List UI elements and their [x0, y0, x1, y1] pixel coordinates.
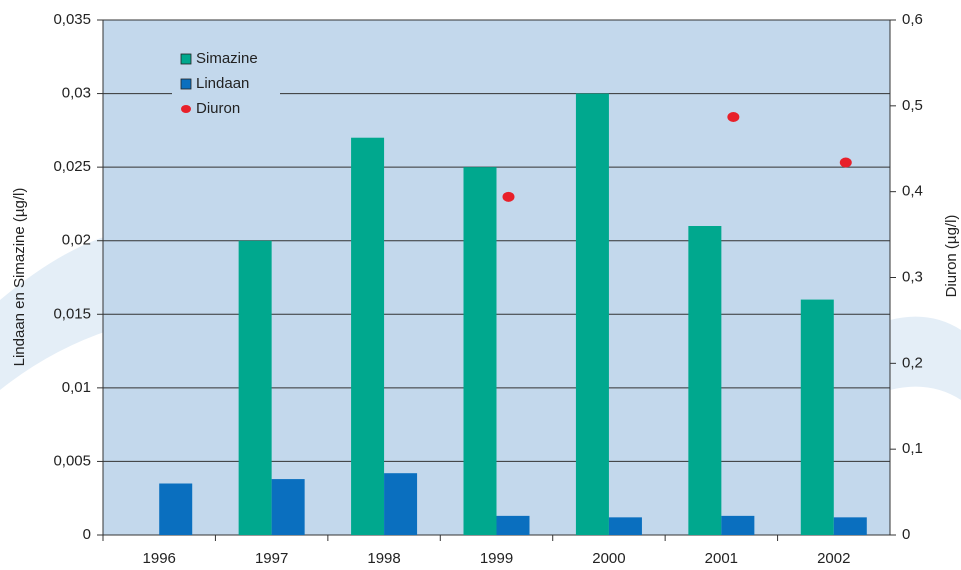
bar	[384, 473, 418, 535]
y2-tick-label: 0,3	[902, 268, 923, 285]
bar	[575, 93, 609, 536]
point	[839, 157, 852, 168]
y-tick-label: 0,01	[62, 379, 91, 396]
x-tick-label: 2001	[705, 550, 738, 567]
bar	[608, 517, 642, 535]
bar	[800, 299, 834, 535]
legend-label: Lindaan	[196, 75, 249, 92]
x-tick-label: 2000	[592, 550, 625, 567]
y2-tick-label: 0,5	[902, 97, 923, 114]
y2-tick-label: 0	[902, 526, 910, 543]
y-tick-label: 0	[83, 526, 91, 543]
legend-swatch	[180, 78, 192, 90]
point	[502, 191, 515, 202]
x-tick-label: 1997	[255, 550, 288, 567]
decor	[890, 316, 961, 400]
legend-swatch	[180, 53, 192, 65]
bar	[496, 515, 530, 535]
y2-tick-label: 0,6	[902, 11, 923, 28]
y2-tick-label: 0,1	[902, 440, 923, 457]
legend-label: Simazine	[196, 50, 258, 67]
legend-swatch	[181, 105, 191, 113]
y-tick-label: 0,035	[53, 11, 91, 28]
y2-tick-label: 0,4	[902, 183, 923, 200]
y-tick-label: 0,005	[53, 452, 91, 469]
y-tick-label: 0,03	[62, 85, 91, 102]
x-tick-label: 1998	[367, 550, 400, 567]
y-axis-label: Lindaan en Simazine (µg/l)	[11, 188, 28, 367]
bar	[688, 226, 722, 535]
bar	[833, 517, 867, 535]
bar	[159, 483, 193, 535]
bar	[238, 240, 272, 535]
bar	[271, 479, 305, 535]
x-tick-label: 2002	[817, 550, 850, 567]
legend-label: Diuron	[196, 100, 240, 117]
point	[727, 111, 740, 122]
y2-axis-label: Diuron (µg/l)	[943, 215, 960, 298]
x-tick-label: 1999	[480, 550, 513, 567]
decor	[0, 235, 110, 390]
x-tick-label: 1996	[143, 550, 176, 567]
y-tick-label: 0,025	[53, 158, 91, 175]
y-tick-label: 0,015	[53, 305, 91, 322]
bar	[351, 137, 385, 535]
y-tick-label: 0,02	[62, 232, 91, 249]
bar	[721, 515, 755, 535]
y2-tick-label: 0,2	[902, 354, 923, 371]
bar	[463, 167, 497, 535]
